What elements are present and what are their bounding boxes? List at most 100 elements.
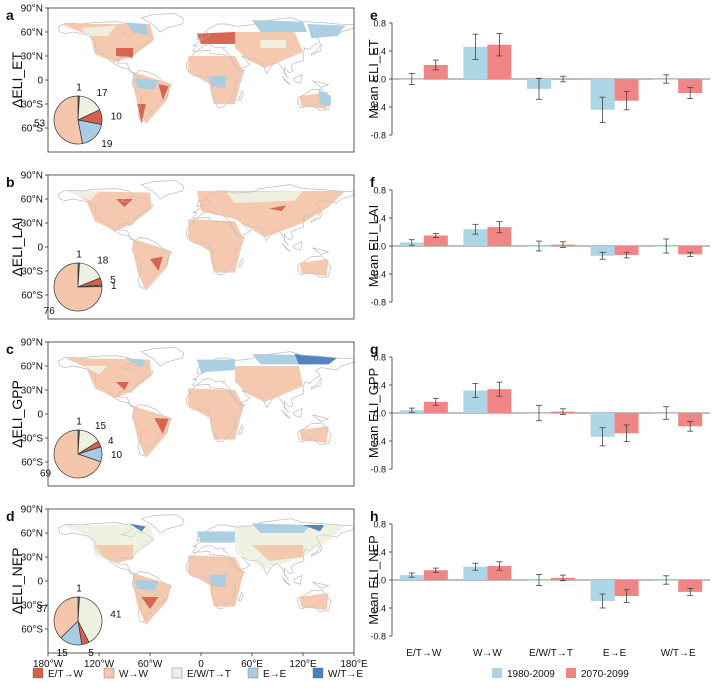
coastline: [196, 367, 204, 375]
region-W→W: [299, 426, 329, 443]
coastline: [186, 217, 245, 276]
coastline: [131, 70, 172, 122]
pie-slice-W→W: [53, 262, 103, 312]
coastline: [293, 574, 303, 585]
region-W/T→E: [128, 523, 146, 532]
bar-2070-2099: [423, 401, 448, 413]
coastline: [186, 384, 245, 443]
region-E→E: [318, 89, 332, 107]
map-legend-swatch: [312, 667, 324, 679]
coastline: [311, 544, 322, 557]
coastline: [312, 414, 330, 422]
pie-label: 1: [76, 417, 82, 428]
bar-legend-swatch: [566, 668, 576, 678]
lon-label: 120°E: [289, 659, 317, 670]
y-tick-label: -0.8: [370, 298, 386, 308]
region-E→E: [134, 579, 159, 591]
pie-chart: 1 41 5 15 37: [36, 584, 121, 659]
region-E/T→W: [158, 84, 169, 100]
lat-label: 30°N: [21, 553, 43, 564]
region-E→E: [134, 78, 159, 90]
coastline: [196, 534, 204, 542]
lat-label: 0: [37, 76, 43, 87]
region-W→W: [299, 259, 329, 276]
map-area: [57, 514, 354, 625]
lat-label: 0: [37, 243, 43, 254]
panel-letter: g: [370, 341, 379, 357]
lat-label: 60°N: [21, 195, 43, 206]
lon-label: 180°E: [340, 659, 368, 670]
region-W/T→E: [303, 525, 325, 532]
y-tick-label: 0.4: [373, 548, 386, 558]
coastline: [281, 576, 291, 587]
region-E→E: [307, 24, 346, 39]
coastline: [312, 80, 330, 88]
pie-label: 76: [44, 306, 56, 317]
x-tick-label: E/T→W: [406, 648, 442, 659]
region-E/T→W: [269, 205, 286, 211]
region-W→W: [94, 545, 133, 564]
region-W→W: [196, 191, 346, 238]
bar-2070-2099: [487, 389, 512, 413]
region-E→E: [126, 22, 149, 36]
coastline: [186, 50, 245, 109]
pie-label: 19: [101, 139, 113, 150]
map-panel-d: d ΔELI_NEP 90°N 60°N 30°N 0 30°S 60°S 1 41 5 15 37: [6, 505, 355, 659]
map-panel-a: a ΔELI_ET 90°N 60°N 30°N 0 30°S 60°S 1 17 10 19 53: [6, 4, 355, 153]
map-legend-label: E→E: [263, 669, 287, 680]
pie-label: 10: [111, 450, 123, 461]
panel-letter: b: [6, 174, 15, 190]
region-W→W: [252, 545, 303, 561]
y-tick-label: 0.0: [373, 242, 386, 252]
map-ylabel: ΔELI_NEP: [9, 548, 25, 615]
y-tick-label: -0.4: [370, 270, 386, 280]
pie-label: 5: [110, 275, 116, 286]
y-tick-label: -0.8: [370, 465, 386, 475]
x-tick-label: E→E: [603, 648, 627, 659]
coastline: [238, 257, 244, 268]
lat-label: 30°S: [21, 434, 43, 445]
pie-label: 10: [111, 111, 123, 122]
pie-slice-E/W/T→T: [77, 596, 103, 643]
pie-label: 69: [40, 469, 52, 480]
region-E/W/T→T: [82, 25, 116, 36]
bar-2070-2099: [678, 580, 703, 592]
y-tick-label: -0.4: [370, 103, 386, 113]
y-tick-label: 0.8: [373, 19, 386, 29]
coastline: [196, 200, 204, 208]
lon-label: 0: [198, 659, 204, 670]
bar-chart-e: e Mean ELI_ET 0.8 0.4 0.0 -0.4 -0.8: [366, 7, 710, 141]
lat-label: 30°S: [21, 601, 43, 612]
y-tick-label: 0.0: [373, 75, 386, 85]
y-tick-label: -0.4: [370, 437, 386, 447]
map-legend-swatch: [247, 667, 259, 679]
bar-chart-g: g Mean ELI_GPP 0.8 0.4 0.0 -0.4 -0.8: [366, 341, 710, 475]
coastline: [293, 407, 303, 418]
region-E/T→W: [137, 104, 146, 124]
pie-label: 1: [76, 584, 82, 595]
bar-2070-2099: [487, 566, 512, 580]
lat-label: 30°N: [21, 219, 43, 230]
pie-label: 41: [110, 610, 122, 621]
pie-chart: 1 17 10 19 53: [34, 83, 122, 150]
y-tick-label: -0.8: [370, 632, 386, 642]
map-area: [57, 180, 354, 291]
lat-label: 90°N: [21, 338, 43, 349]
coastline: [281, 75, 291, 86]
coastline: [131, 571, 172, 623]
panel-letter: e: [370, 7, 378, 23]
coastline: [281, 409, 291, 420]
y-tick-label: -0.8: [370, 131, 386, 141]
pie-label: 1: [76, 83, 82, 94]
lon-label: 60°W: [138, 659, 163, 670]
map-area: [57, 347, 354, 458]
coastline: [57, 21, 154, 74]
map-ylabel: ΔELI_ET: [9, 52, 25, 108]
lat-label: 30°N: [21, 386, 43, 397]
bar-1980-2009: [463, 229, 488, 246]
coastline: [191, 518, 354, 580]
y-tick-label: 0.0: [373, 576, 386, 586]
y-tick-label: 0.4: [373, 381, 386, 391]
region-E/T→W: [196, 32, 235, 44]
